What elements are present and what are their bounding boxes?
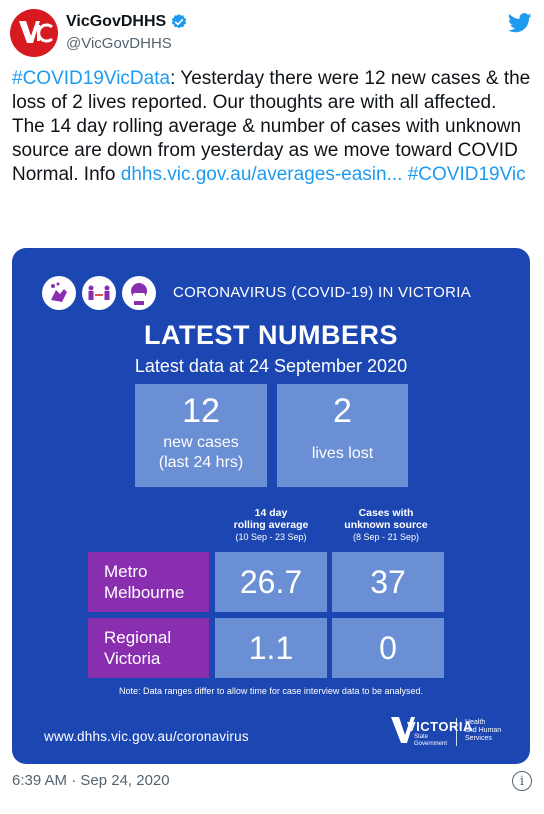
new-cases-label: new cases (last 24 hrs) bbox=[159, 433, 243, 473]
new-cases-label-line1: new cases bbox=[163, 434, 239, 451]
state-government-label: State Government bbox=[414, 734, 447, 748]
unknown-source-header-line1: Cases with bbox=[358, 507, 414, 519]
unknown-source-range: (8 Sep - 21 Sep) bbox=[352, 532, 420, 542]
metro-unknown-source: 37 bbox=[332, 552, 444, 612]
new-cases-box: 12 new cases (last 24 hrs) bbox=[135, 384, 267, 487]
tweet-text-1: : Yesterday there were 12 new cases & th… bbox=[12, 68, 531, 113]
rolling-average-header-line2: rolling average bbox=[233, 519, 309, 531]
face-mask-icon bbox=[122, 276, 156, 310]
regional-rolling-average: 1.1 bbox=[215, 618, 327, 678]
unknown-source-header: Cases with unknown source (8 Sep - 21 Se… bbox=[330, 507, 442, 544]
region-regional-victoria: Regional Victoria bbox=[88, 618, 209, 678]
data-range-note: Note: Data ranges differ to allow time f… bbox=[119, 686, 423, 696]
rolling-average-header: 14 day rolling average (10 Sep - 23 Sep) bbox=[215, 507, 327, 544]
vic-avatar-logo bbox=[19, 21, 53, 43]
new-cases-value: 12 bbox=[182, 392, 220, 430]
rolling-average-header-line1: 14 day bbox=[254, 507, 288, 519]
lives-lost-label: lives lost bbox=[311, 445, 374, 462]
info-icon[interactable]: i bbox=[512, 771, 532, 791]
region-metro-melbourne: Metro Melbourne bbox=[88, 552, 209, 612]
hygiene-icons bbox=[42, 276, 156, 310]
tweet-text: #COVID19VicData: Yesterday there were 12… bbox=[12, 67, 532, 187]
handle[interactable]: @VicGovDHHS bbox=[66, 35, 172, 52]
department-line1: Health bbox=[465, 719, 486, 726]
unknown-source-header-line2: unknown source bbox=[344, 519, 428, 531]
region-metro-line1: Metro bbox=[104, 562, 148, 581]
region-metro-line2: Melbourne bbox=[104, 583, 185, 602]
rolling-average-range: (10 Sep - 23 Sep) bbox=[235, 532, 307, 542]
government-label: Government bbox=[414, 741, 448, 747]
card-footer-url: www.dhhs.vic.gov.au/coronavirus bbox=[44, 729, 249, 744]
verified-badge-icon bbox=[172, 14, 187, 29]
metro-rolling-average: 26.7 bbox=[215, 552, 327, 612]
state-label: State bbox=[414, 734, 429, 740]
tweet-timestamp[interactable]: 6:39 AM · Sep 24, 2020 bbox=[12, 772, 170, 789]
latest-numbers-title: LATEST NUMBERS bbox=[144, 320, 398, 350]
latest-date: Latest data at 24 September 2020 bbox=[134, 356, 408, 376]
lives-lost-value: 2 bbox=[333, 392, 352, 430]
twitter-bird-icon[interactable] bbox=[508, 13, 532, 33]
card-heading: CORONAVIRUS (COVID-19) IN VICTORIA bbox=[173, 284, 472, 301]
department-line2: and Human bbox=[465, 727, 502, 734]
distancing-icon bbox=[82, 276, 116, 310]
region-regional-line2: Victoria bbox=[104, 649, 161, 668]
hashtag-covid19vic[interactable]: #COVID19Vic bbox=[407, 164, 526, 185]
department-line3: Services bbox=[465, 735, 492, 742]
handwashing-icon bbox=[42, 276, 76, 310]
victoria-v-logo-icon bbox=[391, 717, 415, 743]
lives-lost-box: 2 lives lost bbox=[277, 384, 408, 487]
info-link[interactable]: dhhs.vic.gov.au/averages-easin... bbox=[120, 164, 403, 185]
tweet-text-2: The 14 day rolling average & number of c… bbox=[12, 116, 522, 185]
avatar[interactable] bbox=[10, 9, 58, 57]
region-regional-line1: Regional bbox=[104, 628, 172, 647]
regional-unknown-source: 0 bbox=[332, 618, 444, 678]
display-name[interactable]: VicGovDHHS bbox=[66, 13, 167, 30]
new-cases-label-line2: (last 24 hrs) bbox=[158, 454, 244, 471]
logo-divider bbox=[456, 718, 457, 746]
tweet-header: VicGovDHHS @VicGovDHHS bbox=[10, 8, 534, 58]
department-label: Health and Human Services bbox=[465, 719, 501, 743]
hashtag-covid19vicdata[interactable]: #COVID19VicData bbox=[12, 68, 171, 89]
tweet-paragraph-1: #COVID19VicData: Yesterday there were 12… bbox=[12, 67, 532, 115]
victoria-logo-word: VICTORIA bbox=[407, 719, 473, 734]
covid-data-image[interactable]: CORONAVIRUS (COVID-19) IN VICTORIA LATES… bbox=[12, 248, 530, 764]
tweet-paragraph-2: The 14 day rolling average & number of c… bbox=[12, 115, 532, 187]
